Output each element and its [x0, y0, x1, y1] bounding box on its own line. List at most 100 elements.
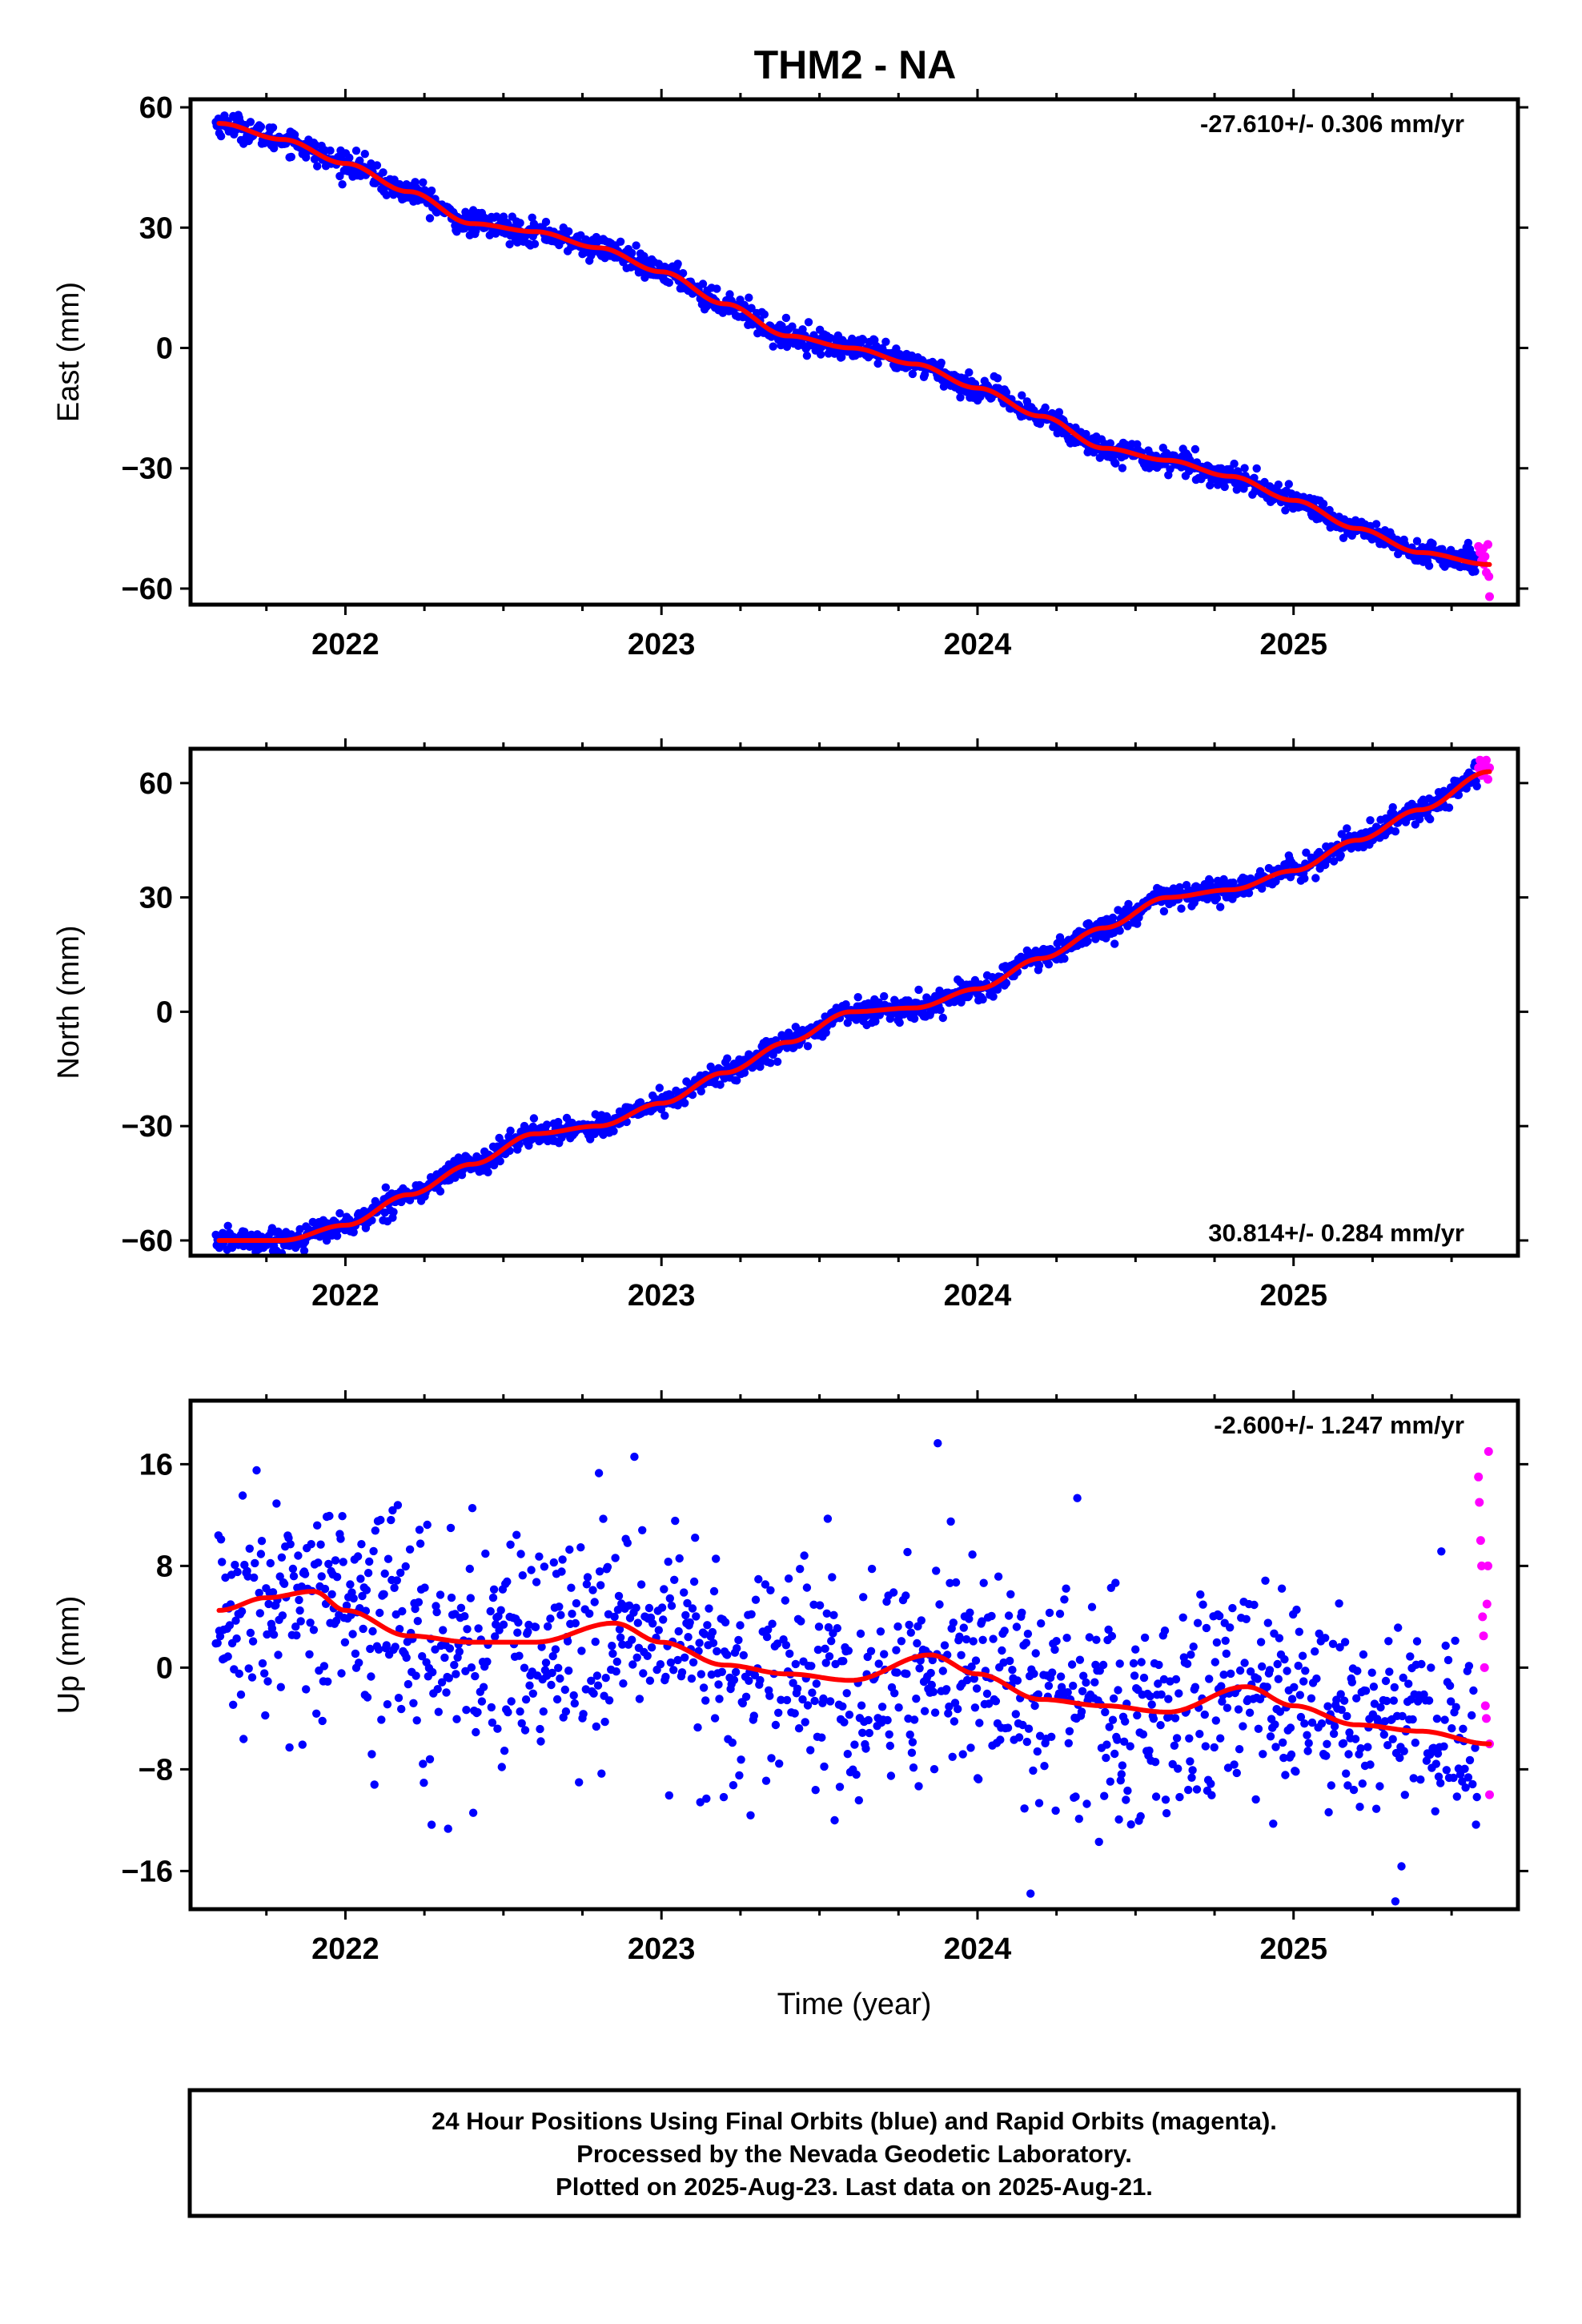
up-final-point: [1416, 1775, 1425, 1784]
up-final-point: [1404, 1679, 1413, 1688]
up-final-point: [775, 1759, 784, 1768]
up-final-point: [353, 1552, 363, 1561]
up-final-point: [1250, 1600, 1259, 1610]
east-final-point: [338, 180, 347, 189]
up-final-point: [1182, 1659, 1192, 1668]
up-final-point: [1391, 1897, 1400, 1906]
up-final-point: [767, 1754, 776, 1763]
up-final-point: [391, 1642, 400, 1651]
up-final-point: [1150, 1758, 1160, 1767]
up-final-point: [790, 1709, 799, 1718]
up-final-point: [1279, 1753, 1288, 1763]
up-final-point: [754, 1574, 763, 1584]
up-final-point: [1240, 1659, 1249, 1667]
east-final-point: [492, 212, 501, 221]
up-final-point: [991, 1697, 1001, 1706]
up-final-point: [1235, 1745, 1244, 1754]
up-rapid-point: [1484, 1447, 1493, 1456]
up-final-point: [1384, 1637, 1393, 1646]
up-final-point: [708, 1627, 717, 1637]
up-final-point: [773, 1639, 782, 1648]
up-final-point: [239, 1735, 248, 1743]
up-final-point: [1052, 1637, 1061, 1646]
east-final-point: [628, 248, 636, 258]
up-final-point: [874, 1659, 883, 1668]
east-final-point: [956, 393, 965, 402]
up-final-point: [1253, 1675, 1263, 1683]
north-final-point: [1124, 899, 1133, 909]
up-final-point: [1235, 1666, 1245, 1675]
up-x-tick-label: 2022: [311, 1932, 379, 1966]
up-final-point: [1397, 1862, 1406, 1871]
up-final-point: [681, 1610, 690, 1620]
up-final-point: [231, 1616, 240, 1625]
up-final-point: [292, 1630, 301, 1640]
up-final-point: [994, 1572, 1003, 1581]
up-final-point: [814, 1622, 824, 1631]
up-final-point: [549, 1558, 558, 1567]
north-final-point: [1302, 848, 1311, 857]
up-final-point: [1427, 1663, 1435, 1672]
east-final-point: [379, 168, 387, 177]
up-final-point: [1075, 1655, 1085, 1664]
up-final-point: [263, 1677, 272, 1686]
east-final-point: [665, 278, 673, 287]
up-final-point: [800, 1551, 809, 1560]
up-final-point: [520, 1663, 529, 1672]
north-final-point: [506, 1126, 515, 1136]
up-final-point: [667, 1602, 677, 1610]
time-axis-label: Time (year): [777, 1988, 932, 2021]
east-final-point: [873, 359, 882, 368]
up-final-point: [544, 1622, 552, 1631]
up-final-point: [913, 1638, 921, 1648]
up-final-point: [1192, 1785, 1202, 1794]
north-final-point: [1329, 857, 1339, 866]
up-final-point: [411, 1604, 420, 1614]
up-final-point: [852, 1770, 861, 1779]
up-final-point: [340, 1638, 350, 1647]
up-final-point: [1336, 1690, 1345, 1699]
up-final-point: [944, 1709, 953, 1718]
up-final-point: [975, 1719, 984, 1727]
up-final-point: [525, 1681, 534, 1690]
up-final-point: [1113, 1735, 1122, 1744]
up-final-point: [1140, 1633, 1150, 1642]
up-final-point: [1342, 1769, 1351, 1778]
up-final-point: [1370, 1699, 1379, 1708]
up-final-point: [728, 1738, 737, 1747]
up-final-point: [1461, 1783, 1470, 1792]
up-final-point: [556, 1610, 565, 1619]
up-final-point: [541, 1659, 551, 1667]
up-y-tick-label: −16: [122, 1855, 173, 1888]
up-final-point: [736, 1621, 745, 1630]
east-final-point: [802, 352, 812, 360]
up-final-point: [398, 1606, 407, 1616]
east-final-point: [1240, 464, 1249, 472]
up-final-point: [1465, 1755, 1475, 1765]
up-final-point: [917, 1616, 926, 1625]
up-final-point: [1119, 1737, 1129, 1746]
up-final-point: [1100, 1791, 1109, 1800]
up-rapid-point: [1480, 1663, 1489, 1672]
up-final-point: [766, 1586, 775, 1595]
up-final-point: [1287, 1750, 1296, 1759]
north-final-point: [1391, 827, 1400, 836]
up-rapid-point: [1479, 1631, 1488, 1641]
up-final-point: [1212, 1638, 1222, 1647]
up-final-point: [1055, 1610, 1065, 1618]
up-final-point: [1098, 1660, 1108, 1670]
up-final-point: [515, 1651, 524, 1660]
up-final-point: [1050, 1645, 1059, 1655]
up-final-point: [1311, 1647, 1319, 1656]
north-final-point: [349, 1228, 358, 1237]
north-final-point: [1388, 802, 1397, 812]
east-final-point: [1424, 561, 1434, 570]
up-final-point: [1146, 1692, 1154, 1701]
up-final-point: [289, 1572, 299, 1581]
up-final-point: [1390, 1683, 1399, 1692]
north-final-point: [381, 1183, 390, 1192]
up-final-point: [1245, 1708, 1255, 1717]
up-final-point: [1030, 1669, 1038, 1679]
north-final-point: [1110, 939, 1119, 948]
up-final-point: [397, 1704, 406, 1714]
